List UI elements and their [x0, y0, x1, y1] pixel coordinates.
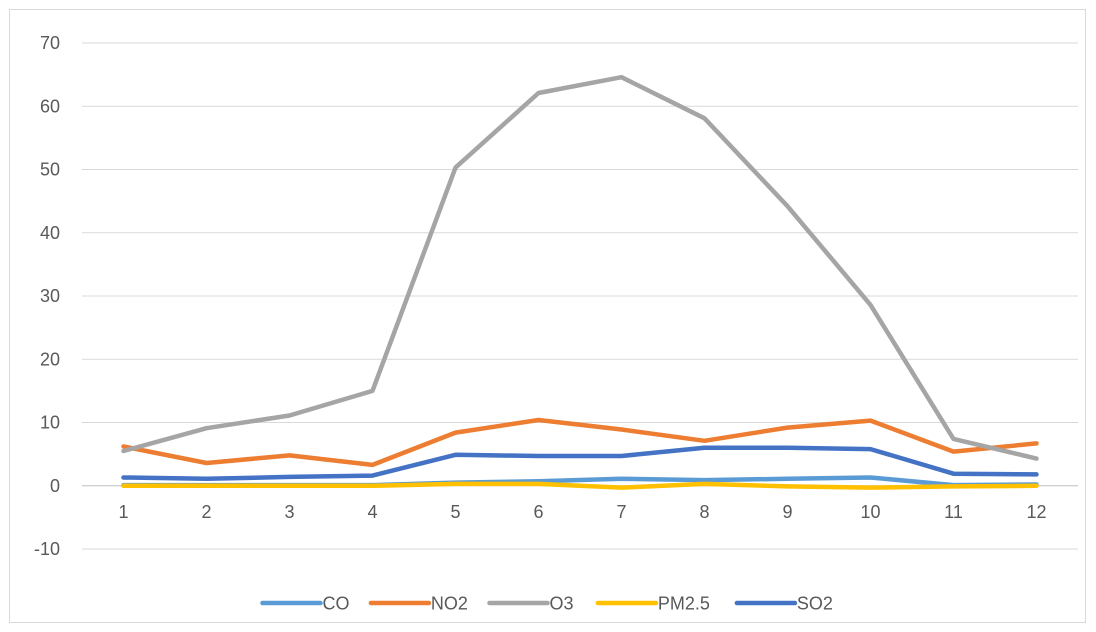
x-tick-label: 8: [699, 502, 709, 522]
y-axis-ticks: -10 0 10 20 30 40 50 60 70: [34, 33, 60, 559]
legend-item-no2: NO2: [368, 594, 468, 614]
x-tick-label: 3: [284, 502, 294, 522]
y-tick-label: 10: [40, 413, 60, 433]
series-line-no2: [121, 417, 1039, 468]
y-tick-label: 20: [40, 349, 60, 369]
series-lines: [121, 74, 1039, 490]
legend-label: NO2: [431, 594, 468, 614]
legend-item-o3: O3: [487, 594, 574, 614]
x-axis-ticks: 1 2 3 4 5 6 7 8 9 10 11 12: [118, 502, 1046, 522]
y-tick-label: 30: [40, 286, 60, 306]
x-tick-label: 12: [1026, 502, 1046, 522]
gridlines: [82, 42, 1078, 550]
y-tick-label: 50: [40, 160, 60, 180]
legend-label: CO: [323, 594, 350, 614]
chart-frame: [9, 9, 1086, 623]
x-tick-label: 6: [533, 502, 543, 522]
y-tick-label: 0: [50, 476, 60, 496]
x-tick-label: 9: [782, 502, 792, 522]
series-line-pm2-5: [121, 481, 1039, 490]
legend-item-so2: SO2: [734, 594, 833, 614]
legend-item-co: CO: [260, 594, 350, 614]
series-line-o3: [121, 74, 1039, 461]
legend-label: SO2: [797, 594, 833, 614]
series-line-so2: [121, 445, 1039, 482]
x-tick-label: 1: [118, 502, 128, 522]
legend-label: O3: [550, 594, 574, 614]
x-tick-label: 7: [616, 502, 626, 522]
legend-item-pm2-5: PM2.5: [595, 594, 710, 614]
x-tick-label: 2: [201, 502, 211, 522]
x-tick-label: 5: [450, 502, 460, 522]
legend-label: PM2.5: [658, 594, 710, 614]
x-tick-label: 4: [367, 502, 377, 522]
y-tick-label: -10: [34, 539, 60, 559]
x-tick-label: 10: [860, 502, 880, 522]
y-tick-label: 40: [40, 223, 60, 243]
x-tick-label: 11: [944, 502, 963, 522]
legend: CO NO2 O3 PM2.5 SO2: [260, 594, 833, 614]
y-tick-label: 70: [40, 33, 60, 53]
y-tick-label: 60: [40, 96, 60, 116]
